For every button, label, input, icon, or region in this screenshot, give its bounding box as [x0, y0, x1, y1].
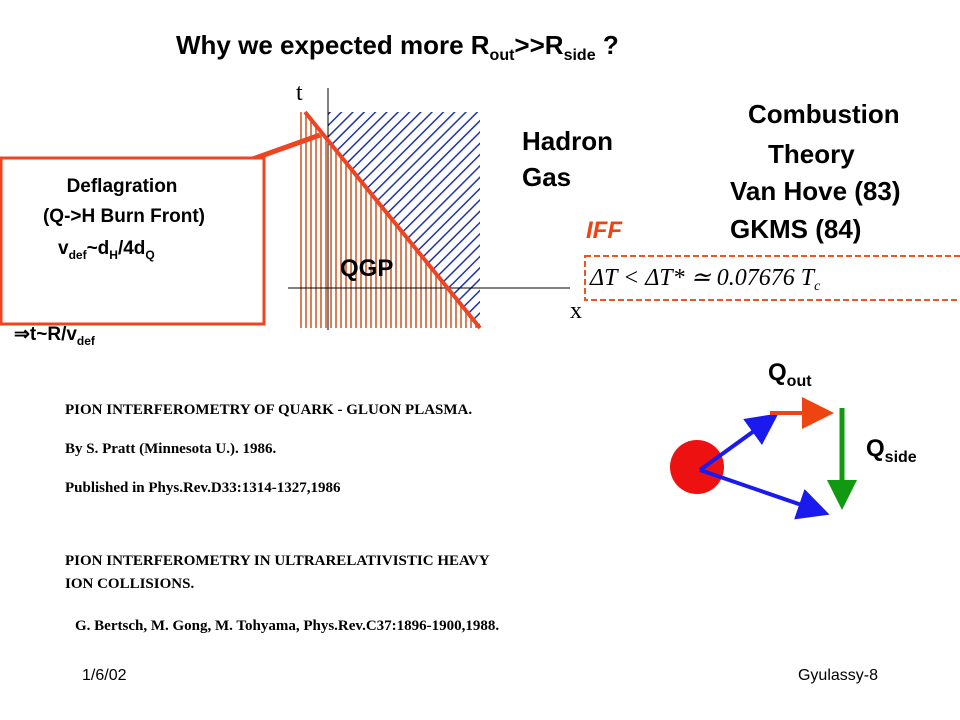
- reference: Published in Phys.Rev.D33:1314-1327,1986: [65, 480, 341, 496]
- axis-label: x: [570, 298, 582, 324]
- hadron-label: Hadron: [522, 126, 613, 156]
- hadron-label: Gas: [522, 162, 571, 192]
- title-sub: out: [490, 47, 516, 64]
- sub: H: [109, 248, 118, 262]
- t: Q: [768, 359, 787, 386]
- pointer: [249, 132, 321, 163]
- qgp-region: [328, 112, 480, 328]
- formula-sub: c: [814, 279, 821, 294]
- sub: Q: [145, 248, 154, 262]
- theory-line: Van Hove (83): [730, 176, 901, 206]
- theory-line: GKMS (84): [730, 214, 861, 244]
- box-subtitle: (Q->H Burn Front): [43, 206, 205, 227]
- title-text: ?: [596, 30, 619, 60]
- source: [670, 440, 724, 494]
- t: ⇒t~R/v: [14, 324, 77, 345]
- sub: def: [69, 248, 88, 262]
- t: Q: [866, 435, 885, 462]
- title: Why we expected more Rout>>Rside ?: [176, 30, 619, 64]
- reference: ION COLLISIONS.: [65, 576, 194, 592]
- q-side-label: Qside: [866, 435, 917, 466]
- velocity: vdef~dH/4dQ: [58, 238, 155, 262]
- formula-text: ΔT < ΔT* ≃ 0.07676 T: [589, 265, 816, 291]
- title-sub: side: [564, 47, 596, 64]
- deflagration-box: [0, 156, 266, 326]
- qgp-label: QGP: [340, 255, 393, 282]
- formula-box: [584, 255, 960, 301]
- reference: PION INTERFEROMETRY OF QUARK - GLUON PLA…: [65, 402, 472, 418]
- reference: By S. Pratt (Minnesota U.). 1986.: [65, 441, 276, 457]
- reference: G. Bertsch, M. Gong, M. Tohyama, Phys.Re…: [75, 618, 499, 634]
- reference: PION INTERFEROMETRY IN ULTRARELATIVISTIC…: [65, 553, 490, 569]
- momentum-arrow: [698, 413, 779, 472]
- t: v: [58, 238, 69, 259]
- theory-line: Combustion: [748, 99, 900, 129]
- q-out-label: Qout: [768, 359, 812, 390]
- theory-line: Theory: [768, 139, 855, 169]
- momentum-arrow: [699, 468, 830, 520]
- burn-front: [303, 110, 482, 330]
- t: /4d: [118, 238, 145, 259]
- footer-page: Gyulassy-8: [798, 667, 878, 684]
- sub: out: [787, 373, 813, 390]
- title-text: >>R: [514, 30, 563, 60]
- iff-label: IFF: [586, 217, 623, 244]
- t: ~d: [87, 238, 110, 259]
- sub: def: [77, 334, 96, 348]
- formula: ΔT < ΔT* ≃ 0.07676 Tc: [589, 265, 821, 294]
- sub: side: [885, 449, 917, 466]
- footer-date: 1/6/02: [82, 667, 127, 684]
- box-title: Deflagration: [67, 176, 178, 197]
- axis-label: t: [296, 80, 303, 106]
- time: ⇒t~R/vdef: [14, 324, 96, 348]
- title-text: Why we expected more R: [176, 30, 490, 60]
